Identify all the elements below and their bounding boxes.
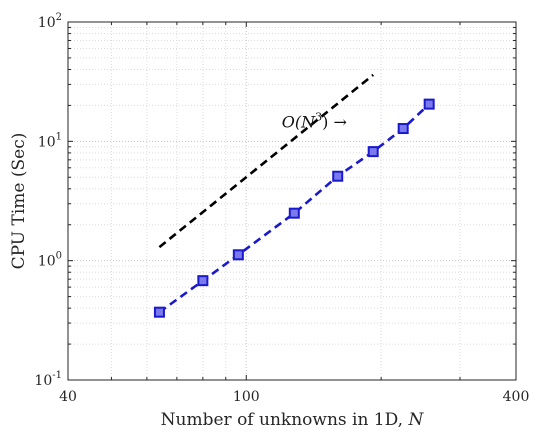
x-axis-label: Number of unknowns in 1D, N	[161, 410, 425, 430]
data-point	[153, 306, 165, 318]
y-axis-label: CPU Time (Sec)	[9, 133, 29, 270]
y-tick-label: 10-1	[34, 370, 62, 389]
x-tick-label: 400	[503, 389, 530, 405]
data-point	[332, 170, 344, 182]
data-point	[232, 249, 244, 261]
plot-background	[68, 22, 516, 380]
y-tick-label: 101	[38, 131, 62, 150]
data-point	[197, 275, 209, 287]
data-point	[367, 146, 379, 158]
x-tick-label: 40	[59, 389, 77, 405]
ticks	[68, 22, 516, 380]
y-tick-label: 102	[38, 12, 62, 31]
reference-line	[158, 73, 375, 249]
data-point	[397, 123, 409, 135]
data-point	[288, 207, 300, 219]
data-point	[423, 98, 435, 110]
x-tick-label: 100	[233, 389, 260, 405]
tick-labels: 40 100 400 10-1 100 101 102	[34, 12, 529, 405]
y-tick-label: 100	[38, 251, 62, 270]
complexity-annotation: O(N3) →	[282, 111, 347, 132]
series-layer	[153, 73, 435, 318]
plot-frame	[67, 21, 517, 381]
